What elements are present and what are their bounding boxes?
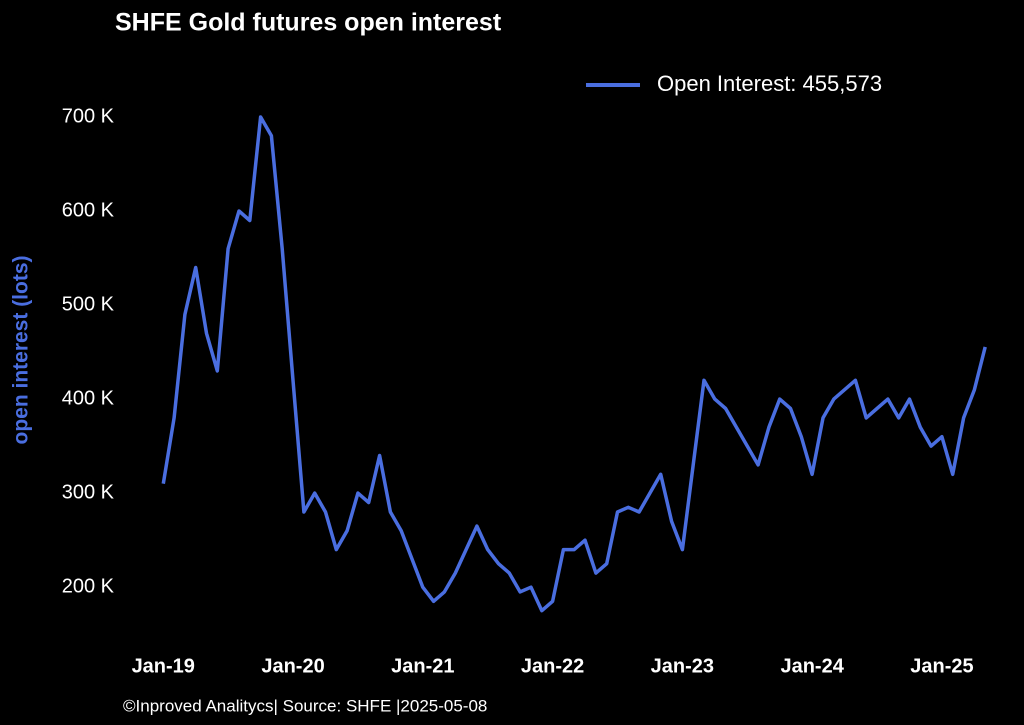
x-tick-label: Jan-19 bbox=[132, 655, 195, 677]
x-tick-label: Jan-21 bbox=[391, 655, 454, 677]
y-tick-label: 600 K bbox=[62, 199, 115, 221]
y-tick-label: 300 K bbox=[62, 481, 115, 503]
x-tick-label: Jan-24 bbox=[780, 655, 844, 677]
y-tick-label: 700 K bbox=[62, 105, 115, 127]
y-tick-label: 200 K bbox=[62, 575, 115, 597]
x-tick-label: Jan-25 bbox=[910, 655, 973, 677]
legend-label: Open Interest: 455,573 bbox=[657, 71, 882, 96]
y-axis-label: open interest (lots) bbox=[10, 255, 33, 444]
source-note: ©Inproved Analitycs| Source: SHFE |2025-… bbox=[123, 696, 487, 715]
x-tick-label: Jan-20 bbox=[261, 655, 324, 677]
x-tick-label: Jan-23 bbox=[651, 655, 714, 677]
data-line bbox=[161, 115, 987, 613]
chart-title: SHFE Gold futures open interest bbox=[115, 9, 502, 37]
y-tick-label: 400 K bbox=[62, 387, 115, 409]
x-tick-label: Jan-22 bbox=[521, 655, 584, 677]
y-tick-label: 500 K bbox=[62, 293, 115, 315]
